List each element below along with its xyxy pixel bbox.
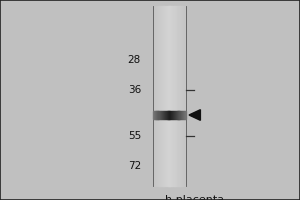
Bar (168, 111, 170, 119)
Bar (178, 111, 180, 119)
Bar (159, 6, 160, 186)
Bar (177, 111, 178, 119)
Bar (172, 111, 173, 119)
Bar (176, 6, 177, 186)
Bar (168, 6, 169, 186)
Bar (164, 6, 165, 186)
Bar (165, 6, 166, 186)
Text: 55: 55 (128, 131, 141, 141)
Polygon shape (189, 110, 200, 120)
Bar (173, 111, 174, 119)
Bar (166, 6, 167, 186)
Bar (175, 6, 176, 186)
Bar (158, 111, 159, 119)
Text: 36: 36 (128, 85, 141, 95)
Bar (172, 6, 173, 186)
Bar (180, 6, 181, 186)
Bar (163, 111, 164, 119)
Bar (158, 6, 159, 186)
Bar (174, 6, 175, 186)
Bar (171, 111, 172, 119)
Bar (185, 6, 186, 186)
Bar (162, 6, 163, 186)
Bar (163, 6, 164, 186)
Bar (176, 111, 178, 119)
Bar (178, 6, 179, 186)
Bar (161, 111, 162, 119)
Bar (164, 6, 165, 186)
Text: h.placenta: h.placenta (165, 195, 225, 200)
Bar (174, 111, 175, 119)
Bar (171, 6, 172, 186)
Text: 28: 28 (128, 55, 141, 65)
Text: 72: 72 (128, 161, 141, 171)
Bar (167, 6, 168, 186)
Bar (175, 111, 176, 119)
Bar (158, 111, 160, 119)
Bar (169, 6, 170, 186)
Bar (154, 111, 155, 119)
Bar (153, 6, 154, 186)
Bar (160, 6, 161, 186)
Bar (173, 6, 174, 186)
Bar (169, 6, 170, 186)
Bar (154, 6, 155, 186)
Bar (181, 6, 182, 186)
Bar (156, 111, 158, 119)
Bar (183, 111, 184, 119)
Bar (182, 6, 183, 186)
Bar (153, 111, 154, 119)
Bar (166, 111, 168, 119)
Bar (185, 6, 186, 186)
Bar (182, 111, 183, 119)
Bar (170, 6, 171, 186)
Bar (177, 6, 178, 186)
Bar (167, 111, 169, 119)
Bar (169, 111, 171, 119)
Bar (160, 111, 161, 119)
Bar (185, 111, 186, 119)
Bar (168, 6, 169, 186)
Bar (184, 6, 185, 186)
Bar (154, 6, 155, 186)
Bar (164, 111, 165, 119)
Bar (157, 6, 158, 186)
Bar (174, 6, 175, 186)
Bar (179, 111, 181, 119)
Bar (162, 111, 163, 119)
Bar (161, 6, 162, 186)
Bar (158, 6, 159, 186)
Bar (156, 6, 157, 186)
Bar (184, 111, 185, 119)
Bar (162, 6, 163, 186)
Bar (165, 111, 166, 119)
Bar (183, 6, 184, 186)
Bar (155, 111, 157, 119)
Bar (179, 6, 180, 186)
Bar (155, 6, 156, 186)
Bar (181, 111, 182, 119)
